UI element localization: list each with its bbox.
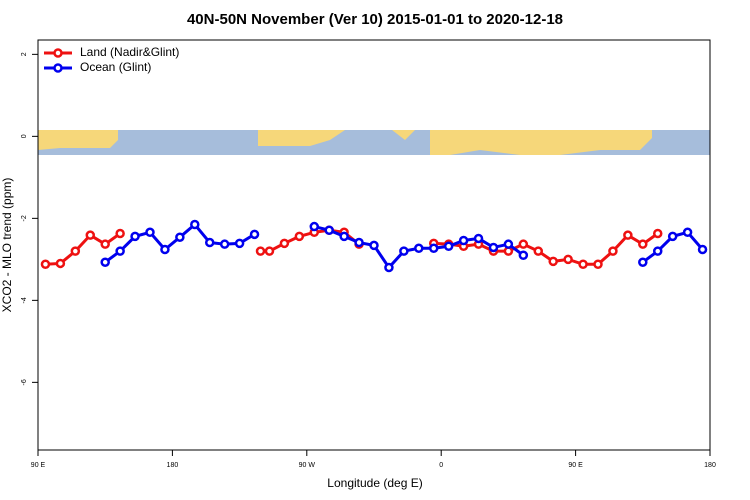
data-point bbox=[667, 231, 678, 242]
data-point bbox=[115, 228, 125, 239]
data-point bbox=[443, 241, 454, 251]
data-point bbox=[55, 258, 66, 269]
legend-label: Ocean (Glint) bbox=[80, 60, 151, 74]
x-tick-label: 0 bbox=[439, 462, 443, 469]
x-tick-label: 180 bbox=[167, 462, 179, 469]
data-point bbox=[309, 221, 320, 232]
data-point bbox=[623, 230, 633, 240]
data-point bbox=[682, 227, 693, 238]
data-point bbox=[354, 237, 364, 248]
data-point bbox=[652, 246, 663, 256]
y-tick-label: -6 bbox=[21, 379, 28, 385]
data-point bbox=[190, 219, 200, 230]
data-point bbox=[115, 246, 125, 256]
data-point bbox=[175, 232, 185, 242]
data-point bbox=[384, 262, 394, 273]
data-point bbox=[593, 259, 603, 270]
data-point bbox=[234, 238, 245, 249]
land-shape bbox=[38, 130, 118, 150]
data-point bbox=[204, 237, 215, 248]
y-axis-label: XCO2 - MLO trend (ppm) bbox=[0, 178, 14, 313]
data-point bbox=[399, 246, 409, 256]
data-point bbox=[160, 244, 170, 255]
data-point bbox=[100, 257, 110, 267]
data-point bbox=[279, 238, 290, 249]
data-point bbox=[219, 239, 230, 249]
data-point bbox=[294, 231, 305, 242]
plot-frame bbox=[37, 39, 711, 451]
data-point bbox=[638, 257, 648, 267]
chart-title: 40N-50N November (Ver 10) 2015-01-01 to … bbox=[187, 11, 563, 28]
data-point bbox=[488, 242, 499, 253]
land-shape bbox=[392, 130, 415, 140]
data-point bbox=[339, 231, 349, 242]
legend-marker bbox=[53, 63, 63, 73]
x-tick-label: 180 bbox=[704, 462, 716, 469]
y-tick-label: 2 bbox=[21, 52, 28, 56]
land-shape bbox=[430, 130, 652, 155]
data-point bbox=[255, 246, 266, 256]
legend-label: Land (Nadir&Glint) bbox=[80, 45, 179, 59]
data-point bbox=[563, 254, 573, 265]
data-point bbox=[518, 239, 529, 249]
x-axis-label: Longitude (deg E) bbox=[327, 476, 422, 490]
data-point bbox=[697, 244, 708, 255]
data-point bbox=[458, 235, 469, 246]
data-point bbox=[369, 240, 379, 251]
data-point bbox=[518, 250, 529, 260]
y-tick-label: -2 bbox=[21, 215, 28, 221]
data-point bbox=[249, 229, 260, 240]
data-point bbox=[548, 256, 558, 267]
data-point bbox=[264, 246, 275, 256]
data-point bbox=[652, 228, 663, 239]
x-tick-label: 90 E bbox=[568, 462, 583, 469]
data-point bbox=[100, 239, 110, 249]
x-tick-label: 90 E bbox=[31, 462, 46, 469]
data-point bbox=[608, 246, 618, 256]
data-point bbox=[414, 243, 424, 254]
x-tick-label: 90 W bbox=[299, 462, 316, 469]
data-point bbox=[428, 243, 439, 254]
data-point bbox=[578, 259, 588, 270]
data-point bbox=[638, 239, 648, 249]
data-point bbox=[70, 246, 81, 256]
land-shape bbox=[258, 130, 345, 146]
data-point bbox=[85, 230, 96, 240]
y-tick-label: 0 bbox=[21, 134, 28, 138]
data-point bbox=[533, 246, 544, 256]
data-point bbox=[473, 233, 484, 244]
data-point bbox=[503, 239, 514, 249]
map-strip bbox=[38, 130, 710, 155]
data-point bbox=[145, 227, 155, 238]
data-point bbox=[324, 225, 334, 235]
series-line bbox=[104, 222, 704, 270]
legend-marker bbox=[53, 48, 63, 58]
y-tick-label: -4 bbox=[21, 297, 28, 303]
data-point bbox=[40, 259, 51, 270]
data-point bbox=[130, 231, 140, 242]
